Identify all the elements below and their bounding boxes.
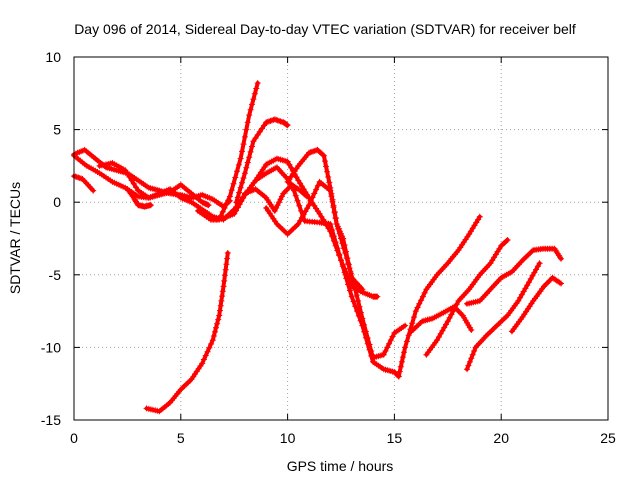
series-plus-markers [263, 178, 366, 293]
x-tick-label: 0 [70, 430, 78, 446]
series-plus-markers [395, 213, 483, 380]
x-tick-label: 25 [600, 430, 616, 446]
y-tick-label: -5 [49, 267, 62, 283]
y-axis-label: SDTVAR / TECUs [7, 182, 23, 294]
grid [74, 57, 608, 420]
series-plus-markers [233, 116, 291, 206]
series-plus-markers [508, 274, 564, 335]
x-tick-label: 20 [493, 430, 509, 446]
series-track-5 [124, 186, 154, 210]
series-track-14 [408, 303, 475, 335]
y-tick-label: -15 [41, 412, 61, 428]
series-plus-markers [231, 181, 310, 217]
x-tick-label: 10 [280, 430, 296, 446]
series-track-10 [231, 181, 310, 217]
series-line [97, 156, 380, 299]
series-plus-markers [464, 245, 564, 307]
y-tick-label: -10 [41, 339, 61, 355]
series-track-9 [233, 116, 291, 206]
series-plus-markers [143, 250, 231, 415]
series-track-3 [71, 173, 97, 194]
x-tick-label: 5 [177, 430, 185, 446]
series-plus-markers [194, 80, 261, 223]
y-tick-label: 10 [45, 49, 61, 65]
plot-frame [73, 56, 609, 421]
x-axis-label: GPS time / hours [287, 458, 394, 474]
y-tick-label: 0 [53, 194, 61, 210]
series-plus-markers [71, 173, 97, 194]
tick-layer: 0 5 10 15 20 25 10 5 0 -5 -10 -15 [41, 49, 616, 446]
series-plus-markers [423, 237, 511, 358]
series-plus-markers [124, 186, 154, 210]
series-track-1 [71, 146, 233, 210]
series-track-6 [143, 250, 231, 415]
chart-title: Day 096 of 2014, Sidereal Day-to-day VTE… [74, 21, 576, 37]
series-track-17 [464, 260, 543, 373]
series-layer [71, 80, 564, 415]
series-line [396, 214, 482, 379]
series-track-16 [464, 245, 564, 307]
series-plus-markers [464, 260, 543, 373]
series-plus-markers [71, 146, 233, 210]
x-tick-label: 15 [387, 430, 403, 446]
y-tick-label: 5 [53, 122, 61, 138]
series-track-7 [194, 80, 261, 223]
series-track-18 [508, 274, 564, 335]
series-track-12 [263, 178, 366, 293]
series-track-13 [395, 213, 483, 380]
series-track-15 [423, 237, 511, 358]
